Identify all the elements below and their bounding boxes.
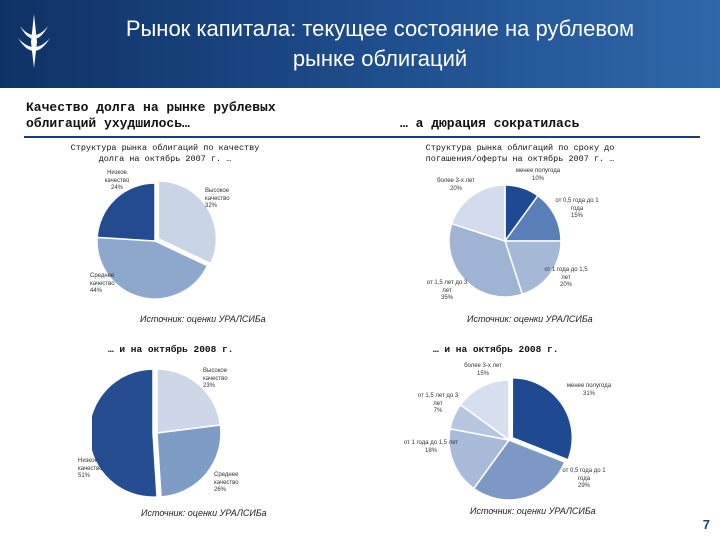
- slice-label-name: от 1,5 лет до 3 лет: [426, 280, 468, 294]
- slice-label-value: 35%: [440, 295, 453, 301]
- slice-label: Высокое качество 23%: [203, 368, 245, 391]
- source-note: Источник: оценки УРАЛСИБа: [467, 314, 593, 324]
- slice-label-name: менее полугода: [515, 168, 561, 174]
- pie-slice: [503, 240, 562, 296]
- title-line-1: Рынок капитала: текущее состояние на руб…: [125, 16, 635, 41]
- slice-label: от 1 года до 1,5 лет 20%: [541, 267, 591, 290]
- slice-label-value: 29%: [577, 483, 590, 489]
- slice-label-value: 18%: [424, 447, 437, 454]
- pie-slice: [511, 377, 572, 461]
- pie-slice: [157, 180, 217, 265]
- pie-slice: [448, 427, 511, 490]
- duration-title-line-2: погашения/оферты на октябрь 2007 г. …: [425, 154, 615, 164]
- period-label-2008: … и на октябрь 2008 г.: [433, 344, 559, 355]
- slice-label-name: менее полугода: [566, 383, 612, 389]
- pie-slice: [92, 368, 158, 498]
- left-section-heading: Качество долга на рынке рублевых облигац…: [26, 100, 346, 132]
- slice-label-value: 7%: [433, 408, 443, 414]
- slice-label: от 0,5 года до 1 года 29%: [558, 468, 610, 491]
- slice-label-name: от 0,5 года до 1 года: [562, 468, 606, 482]
- slice-label: от 1,5 лет до 3 лет 35%: [426, 280, 468, 303]
- slice-label-name: более 3-х лет: [464, 363, 502, 369]
- slice-label-name: от 1 года до 1,5 лет: [403, 440, 459, 446]
- pie-chart-quality-2008: [92, 368, 222, 498]
- slice-label: от 1 года до 1,5 лет 18%: [402, 440, 460, 455]
- pie-chart-duration-2007: [448, 184, 562, 298]
- slice-label-name: от 0,5 года до 1 года: [555, 198, 599, 212]
- slice-label-value: 26%: [214, 487, 227, 493]
- pie-slice: [156, 424, 222, 498]
- quality-title-line-2: долга на октябрь 2007 г. …: [98, 154, 232, 164]
- slice-label: от 0,5 года до 1 года 15%: [553, 198, 601, 221]
- bank-logo-icon: [18, 14, 50, 68]
- slice-label: от 1,5 лет до 3 лет 7%: [416, 393, 460, 416]
- slice-label: Низкое качество 51%: [78, 458, 110, 481]
- quality-title-line-1: Структура рынка облигаций по качеству: [70, 143, 260, 153]
- quality-chart-title: Структура рынка облигаций по качеству до…: [30, 143, 300, 165]
- slice-label-name: от 1 года до 1,5 лет: [544, 267, 588, 281]
- left-heading-line-2: облигаций ухудшилось…: [26, 116, 190, 131]
- slice-label-name: более 3-х лет: [437, 178, 475, 184]
- slice-label: Среднее качество 26%: [214, 472, 254, 495]
- pie-chart-quality-2007: [96, 180, 217, 300]
- slice-label-value: 24%: [110, 185, 123, 191]
- slice-label-name: Среднее качество: [90, 273, 115, 287]
- pie-slice: [450, 184, 506, 243]
- source-note: Источник: оценки УРАЛСИБа: [140, 314, 266, 324]
- slice-label-value: 44%: [90, 288, 103, 294]
- right-section-heading: … а дюрация сократилась: [400, 116, 580, 131]
- slice-label-name: Высокое качество: [203, 368, 228, 382]
- slice-label-value: 23%: [203, 383, 216, 389]
- slice-label-value: 31%: [582, 390, 595, 397]
- duration-title-line-1: Структура рынка облигаций по сроку до: [425, 143, 615, 153]
- pie-slice: [448, 222, 524, 298]
- slice-label-name: Высокое качество: [205, 188, 230, 202]
- pie-slice: [472, 439, 566, 501]
- page-number: 7: [702, 517, 710, 532]
- slice-label: Высокое качество 32%: [205, 188, 243, 211]
- pie-slice: [96, 236, 209, 300]
- slice-label-value: 32%: [205, 203, 218, 209]
- slice-label: Низкое качество 24%: [97, 170, 137, 193]
- source-note: Источник: оценки УРАЛСИБа: [141, 508, 267, 518]
- source-note: Источник: оценки УРАЛСИБа: [470, 506, 596, 516]
- slice-label-value: 20%: [559, 282, 572, 288]
- slice-label-value: 15%: [476, 370, 489, 377]
- pie-slice: [459, 379, 510, 442]
- slide-header: Рынок капитала: текущее состояние на руб…: [0, 0, 720, 88]
- page-title: Рынок капитала: текущее состояние на руб…: [60, 14, 700, 74]
- slice-label-name: Низкое качество: [104, 170, 130, 184]
- pie-slice: [156, 368, 222, 434]
- slice-label-value: 10%: [531, 175, 544, 182]
- pie-slice: [96, 182, 156, 242]
- slice-label: более 3-х лет 15%: [461, 363, 505, 378]
- title-line-2: рынке облигаций: [292, 46, 468, 71]
- slice-label-value: 15%: [570, 213, 583, 219]
- section-divider: [24, 136, 700, 138]
- pie-slice: [503, 194, 562, 242]
- slice-label-value: 51%: [78, 473, 91, 479]
- pie-chart-duration-2008: [448, 377, 572, 501]
- slice-label: более 3-х лет 20%: [434, 178, 478, 193]
- slice-label: Среднее качество 44%: [90, 273, 128, 296]
- duration-chart-title: Структура рынка облигаций по сроку до по…: [385, 143, 655, 165]
- slice-label-name: Среднее качество: [214, 472, 239, 486]
- slice-label-value: 20%: [449, 185, 462, 192]
- slice-label-name: Низкое качество: [78, 458, 103, 472]
- slice-label: менее полугода 10%: [513, 168, 563, 183]
- period-label-2008: … и на октябрь 2008 г.: [108, 344, 234, 355]
- slice-label: менее полугода 31%: [565, 383, 613, 398]
- left-heading-line-1: Качество долга на рынке рублевых: [26, 100, 276, 115]
- slice-label-name: от 1,5 лет до 3 лет: [417, 393, 459, 407]
